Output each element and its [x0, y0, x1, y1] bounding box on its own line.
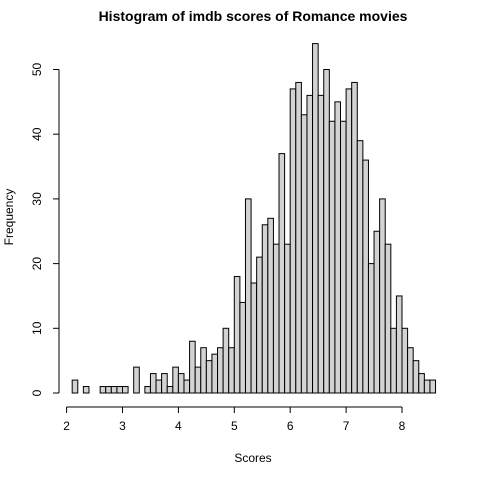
histogram-bar: [267, 217, 274, 394]
y-axis: 0 10 20 30 40 50: [30, 63, 60, 396]
histogram-bar: [407, 347, 414, 394]
histogram-bar: [373, 230, 381, 394]
histogram-bar: [317, 94, 325, 394]
histogram-bar: [155, 379, 163, 394]
histogram-bar: [222, 327, 230, 394]
histogram-bar: [133, 366, 140, 394]
histogram-bar: [323, 69, 330, 394]
histogram-bar: [306, 94, 314, 394]
histogram-bar: [205, 360, 213, 394]
histogram-bar: [334, 101, 342, 394]
histogram-bar: [390, 327, 397, 394]
histogram-bar: [379, 198, 386, 394]
histogram-bar: [183, 379, 191, 394]
histogram-bar: [172, 366, 179, 394]
x-tick-label: 5: [231, 419, 238, 433]
x-tick-label: 7: [343, 419, 350, 433]
histogram-bar: [356, 140, 364, 394]
histogram-bar: [351, 81, 358, 394]
histogram-bar: [71, 379, 79, 394]
histogram-bar: [194, 366, 202, 394]
histogram-bar: [340, 120, 347, 394]
histogram-bar: [278, 153, 286, 394]
histogram-bar: [233, 276, 241, 394]
bars-group: [71, 43, 437, 394]
histogram-bar: [228, 347, 235, 394]
histogram-bar: [295, 81, 302, 394]
histogram-bar: [116, 386, 124, 394]
x-tick-label: 2: [63, 419, 70, 433]
histogram-bar: [261, 224, 269, 394]
histogram-bar: [418, 373, 425, 394]
x-axis: 2 3 4 5 6 7 8: [63, 406, 406, 433]
y-tick-label: 10: [30, 321, 44, 335]
y-tick-label: 0: [30, 389, 44, 396]
x-tick-label: 8: [399, 419, 406, 433]
y-tick-label: 30: [30, 192, 44, 206]
histogram-bar: [289, 88, 297, 394]
histogram-bar: [362, 159, 369, 394]
histogram-bar: [122, 386, 129, 394]
histogram-bar: [110, 386, 118, 394]
histogram-bar: [99, 386, 107, 394]
histogram-bar: [300, 114, 308, 394]
histogram-bar: [256, 256, 263, 394]
y-tick-label: 20: [30, 257, 44, 271]
y-tick-label: 40: [30, 127, 44, 141]
histogram-bar: [161, 373, 168, 394]
histogram-bar: [429, 379, 437, 394]
histogram-bar: [82, 386, 90, 394]
chart-title: Histogram of imdb scores of Romance movi…: [99, 8, 408, 24]
histogram-bar: [189, 340, 196, 394]
histogram-bar: [367, 263, 375, 394]
x-axis-label: Scores: [234, 451, 271, 465]
histogram-bar: [345, 88, 353, 394]
histogram-bar: [384, 243, 392, 394]
histogram-bar: [144, 386, 151, 394]
histogram-bar: [312, 43, 319, 394]
x-tick-label: 3: [119, 419, 126, 433]
y-tick-label: 50: [30, 63, 44, 77]
x-tick-label: 6: [287, 419, 294, 433]
histogram-bar: [412, 360, 420, 394]
histogram-bar: [423, 379, 431, 394]
y-axis-label: Frequency: [2, 189, 16, 246]
histogram-bar: [395, 295, 403, 394]
x-tick-label: 4: [175, 419, 182, 433]
histogram-bar: [217, 347, 224, 394]
histogram-bar: [166, 386, 174, 394]
histogram-bar: [328, 120, 336, 394]
histogram-bar: [211, 353, 219, 394]
histogram-bar: [177, 373, 185, 394]
histogram-bar: [244, 198, 252, 394]
histogram-bar: [200, 347, 207, 394]
histogram-bar: [239, 301, 246, 394]
histogram-bar: [272, 243, 280, 394]
histogram-bar: [105, 386, 112, 394]
histogram-bar: [149, 373, 157, 394]
histogram-bar: [401, 327, 409, 394]
histogram-bar: [250, 282, 258, 394]
histogram-bar: [284, 243, 291, 394]
